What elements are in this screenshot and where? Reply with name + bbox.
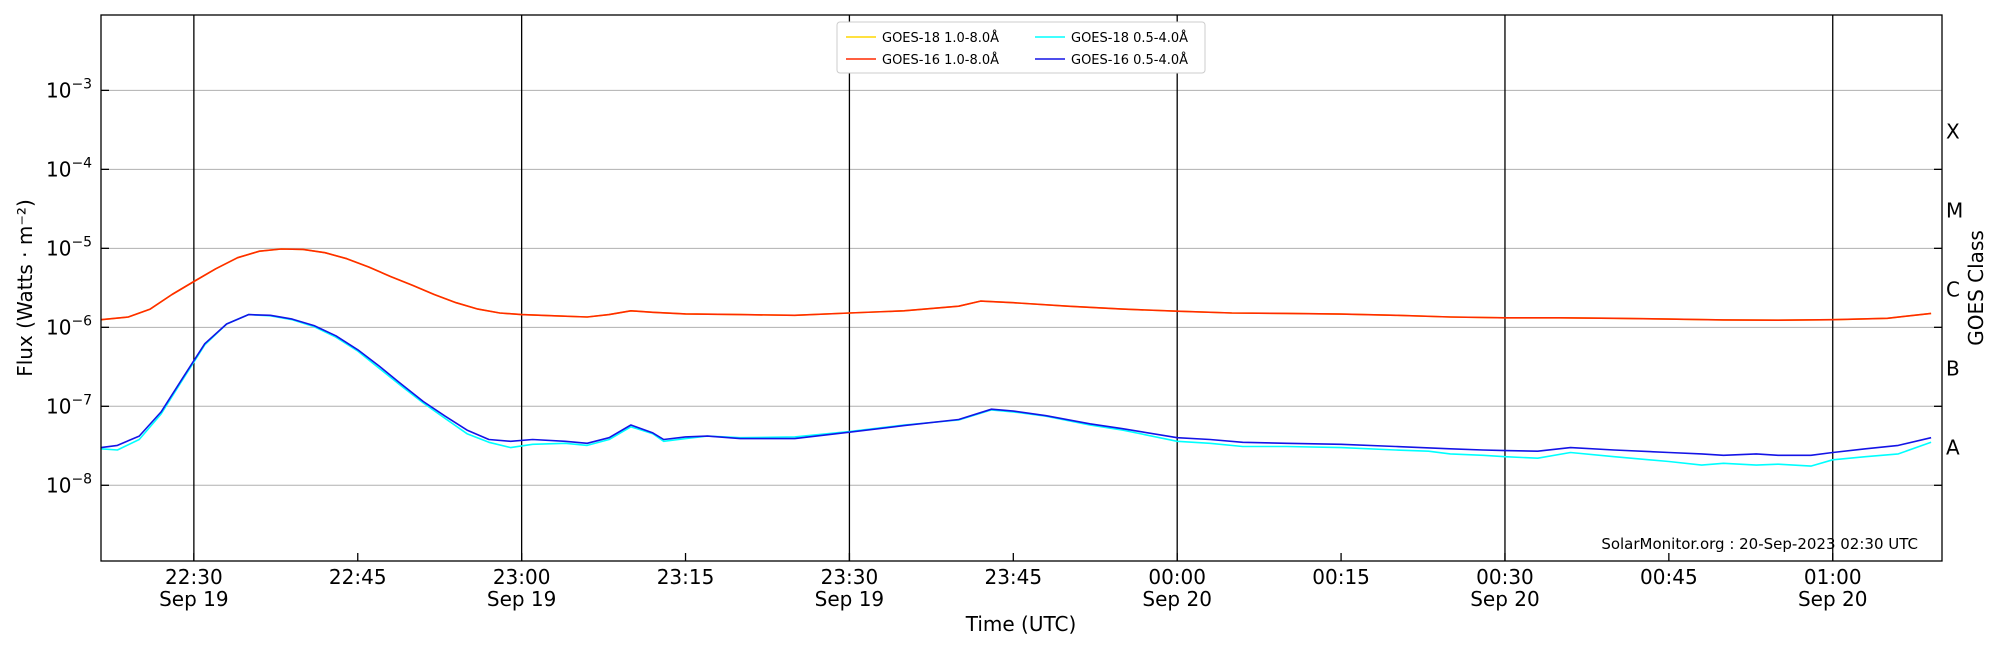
x-tick-label: 23:45 <box>984 565 1042 589</box>
day-marker-lines <box>193 15 1834 561</box>
x-tick-label: 00:45 <box>1640 565 1698 589</box>
y-tick-label: 10−6 <box>46 313 92 339</box>
goes-class-label: X <box>1946 119 1960 143</box>
x-tick-label: 23:15 <box>657 565 715 589</box>
y-axis: 10−3 10−4 10−5 10−6 10−7 10−8 <box>46 76 109 497</box>
goes-class-label: C <box>1946 277 1960 301</box>
x-tick-date-label: Sep 19 <box>159 587 229 611</box>
x-tick-date-label: Sep 20 <box>1470 587 1540 611</box>
legend-label: GOES-18 1.0-8.0Å <box>882 30 999 46</box>
series-line-2 <box>100 313 1932 467</box>
y-tick-label: 10−5 <box>46 234 92 260</box>
legend-label: GOES-16 0.5-4.0Å <box>1071 52 1188 68</box>
goes-class-label: B <box>1946 356 1960 380</box>
series-line-0 <box>100 248 1932 321</box>
x-tick-date-label: Sep 20 <box>1142 587 1212 611</box>
x-tick-label: 00:30 <box>1476 565 1534 589</box>
series-line-3 <box>100 313 1932 457</box>
x-tick-label: 22:30 <box>165 565 223 589</box>
x-tick-label: 00:00 <box>1148 565 1206 589</box>
x-tick-label: 22:45 <box>329 565 387 589</box>
x-tick-label: 01:00 <box>1804 565 1862 589</box>
goes-class-label: A <box>1946 435 1960 459</box>
y-tick-label: 10−8 <box>46 471 92 497</box>
legend-label: GOES-16 1.0-8.0Å <box>882 52 999 68</box>
y-axis-title: Flux (Watts · m⁻²) <box>13 199 37 377</box>
legend-box <box>836 21 1206 74</box>
goes-class-label: M <box>1946 198 1963 222</box>
plot-frame <box>100 14 1943 562</box>
grid-layer <box>101 89 1942 486</box>
legend: GOES-18 1.0-8.0Å GOES-18 0.5-4.0Å GOES-16 … <box>836 21 1206 74</box>
x-axis-title: Time (UTC) <box>965 612 1077 636</box>
y-tick-label: 10−4 <box>46 155 92 181</box>
goes-class-axis: X M C B A <box>1934 119 1963 486</box>
series-layer <box>100 248 1932 467</box>
x-tick-date-label: Sep 19 <box>815 587 885 611</box>
x-tick-label: 00:15 <box>1312 565 1370 589</box>
x-tick-date-label: Sep 20 <box>1798 587 1868 611</box>
x-tick-label: 23:30 <box>821 565 879 589</box>
y-tick-label: 10−7 <box>46 392 92 418</box>
x-tick-date-label: Sep 19 <box>487 587 557 611</box>
right-axis-title: GOES Class <box>1964 230 1988 346</box>
series-line-1 <box>100 248 1932 321</box>
source-annotation: SolarMonitor.org : 20-Sep-2023 02:30 UTC <box>1601 535 1918 553</box>
legend-label: GOES-18 0.5-4.0Å <box>1071 30 1188 46</box>
y-tick-label: 10−3 <box>46 76 92 102</box>
x-tick-label: 23:00 <box>493 565 551 589</box>
